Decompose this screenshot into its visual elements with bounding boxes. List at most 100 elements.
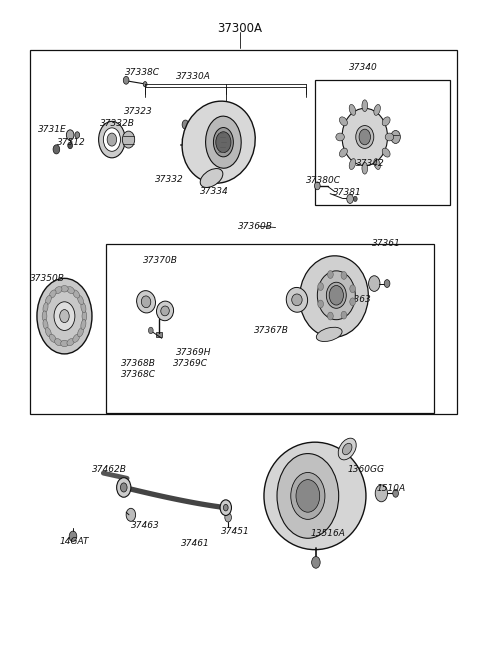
Circle shape bbox=[75, 132, 80, 138]
Ellipse shape bbox=[78, 296, 84, 305]
Text: 37369H: 37369H bbox=[176, 348, 212, 357]
Text: 37350B: 37350B bbox=[30, 274, 65, 283]
Text: 37300A: 37300A bbox=[217, 22, 263, 35]
Ellipse shape bbox=[277, 453, 339, 538]
Ellipse shape bbox=[60, 340, 68, 347]
Text: 37380C: 37380C bbox=[306, 176, 341, 185]
Bar bbox=[30, 50, 457, 415]
Ellipse shape bbox=[67, 338, 74, 346]
Text: 37370B: 37370B bbox=[143, 256, 178, 265]
Text: 37369C: 37369C bbox=[173, 359, 208, 368]
Text: 37463: 37463 bbox=[131, 521, 160, 530]
Text: 37367B: 37367B bbox=[254, 326, 289, 335]
Ellipse shape bbox=[286, 288, 308, 312]
Circle shape bbox=[341, 311, 347, 319]
Ellipse shape bbox=[291, 472, 325, 520]
Ellipse shape bbox=[339, 148, 348, 157]
Circle shape bbox=[318, 300, 324, 308]
Ellipse shape bbox=[382, 117, 390, 126]
Ellipse shape bbox=[214, 127, 233, 157]
Ellipse shape bbox=[137, 290, 156, 313]
Circle shape bbox=[318, 283, 324, 290]
Ellipse shape bbox=[300, 256, 368, 337]
Ellipse shape bbox=[317, 271, 355, 320]
Ellipse shape bbox=[82, 311, 87, 321]
Ellipse shape bbox=[374, 104, 380, 116]
Circle shape bbox=[384, 280, 390, 288]
Circle shape bbox=[327, 312, 333, 320]
Ellipse shape bbox=[200, 169, 223, 187]
Ellipse shape bbox=[292, 294, 302, 306]
Ellipse shape bbox=[46, 328, 51, 337]
Text: 37342: 37342 bbox=[356, 159, 385, 168]
Ellipse shape bbox=[374, 158, 380, 170]
Ellipse shape bbox=[349, 104, 356, 116]
Circle shape bbox=[341, 271, 347, 279]
Text: 13516A: 13516A bbox=[310, 529, 345, 538]
Circle shape bbox=[223, 505, 228, 511]
Ellipse shape bbox=[342, 108, 387, 166]
Circle shape bbox=[329, 286, 343, 305]
Ellipse shape bbox=[339, 117, 348, 126]
Circle shape bbox=[182, 120, 189, 129]
Text: 37461: 37461 bbox=[180, 539, 209, 548]
Ellipse shape bbox=[49, 334, 56, 342]
Ellipse shape bbox=[81, 303, 86, 313]
Ellipse shape bbox=[382, 148, 390, 157]
Ellipse shape bbox=[356, 125, 374, 148]
Bar bbox=[156, 332, 162, 337]
Ellipse shape bbox=[205, 116, 241, 168]
Circle shape bbox=[296, 480, 320, 512]
Circle shape bbox=[148, 327, 153, 334]
Circle shape bbox=[126, 509, 136, 521]
Ellipse shape bbox=[362, 162, 368, 174]
Ellipse shape bbox=[385, 133, 394, 141]
Circle shape bbox=[53, 145, 60, 154]
Text: 37360B: 37360B bbox=[238, 221, 273, 231]
Circle shape bbox=[107, 133, 117, 146]
Circle shape bbox=[375, 485, 387, 502]
Circle shape bbox=[391, 131, 400, 143]
Circle shape bbox=[122, 131, 135, 148]
Text: 37462B: 37462B bbox=[92, 464, 127, 474]
Text: 37334: 37334 bbox=[200, 187, 228, 196]
Text: 37361: 37361 bbox=[372, 239, 401, 248]
Ellipse shape bbox=[362, 100, 368, 112]
Ellipse shape bbox=[161, 306, 169, 316]
Text: 37512: 37512 bbox=[57, 139, 86, 147]
Ellipse shape bbox=[141, 296, 151, 307]
Circle shape bbox=[369, 276, 380, 291]
Ellipse shape bbox=[49, 290, 56, 298]
Ellipse shape bbox=[42, 311, 47, 321]
Ellipse shape bbox=[338, 438, 356, 460]
Ellipse shape bbox=[46, 296, 51, 305]
Circle shape bbox=[37, 279, 92, 354]
Circle shape bbox=[123, 76, 129, 84]
Circle shape bbox=[54, 302, 75, 330]
Circle shape bbox=[327, 271, 333, 279]
Circle shape bbox=[220, 500, 231, 516]
Bar bbox=[106, 244, 433, 413]
Ellipse shape bbox=[55, 338, 62, 346]
Circle shape bbox=[103, 128, 120, 151]
Ellipse shape bbox=[78, 328, 84, 337]
Ellipse shape bbox=[264, 442, 366, 550]
Text: 37451: 37451 bbox=[221, 528, 250, 536]
Ellipse shape bbox=[55, 286, 62, 294]
Text: 37363: 37363 bbox=[343, 295, 372, 304]
Circle shape bbox=[314, 182, 320, 190]
Text: 1360GG: 1360GG bbox=[347, 464, 384, 474]
Ellipse shape bbox=[182, 101, 255, 183]
Text: 37332B: 37332B bbox=[100, 119, 135, 128]
Circle shape bbox=[69, 531, 77, 541]
Text: 14GAT: 14GAT bbox=[60, 537, 89, 546]
Ellipse shape bbox=[73, 334, 80, 342]
Ellipse shape bbox=[156, 301, 174, 321]
Ellipse shape bbox=[343, 443, 352, 455]
Circle shape bbox=[68, 142, 72, 148]
Text: 37332: 37332 bbox=[155, 175, 183, 185]
Circle shape bbox=[353, 196, 357, 202]
Text: 1510A: 1510A bbox=[377, 484, 406, 493]
Ellipse shape bbox=[43, 303, 48, 313]
Circle shape bbox=[393, 489, 398, 497]
